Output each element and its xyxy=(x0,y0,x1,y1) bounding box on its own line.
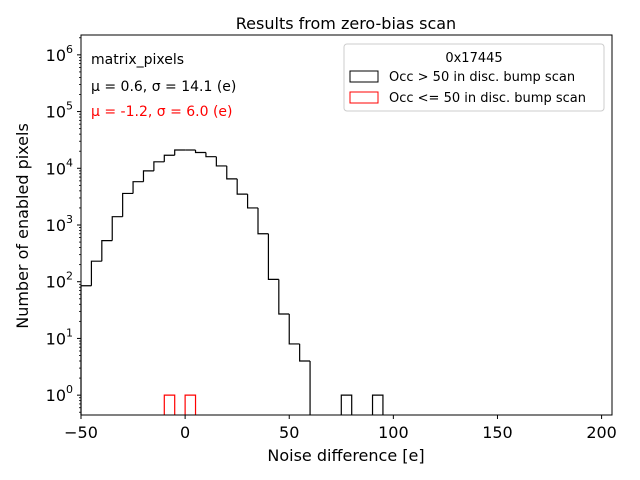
x-axis: −50 0 50 100 150 200 xyxy=(64,415,617,442)
legend-swatch-black xyxy=(349,70,379,83)
x-axis-label: Noise difference [e] xyxy=(267,446,424,465)
y-tick-label: 104 xyxy=(46,156,73,178)
histogram-bin xyxy=(142,170,154,182)
x-tick-label: 0 xyxy=(180,423,190,442)
histogram-bin xyxy=(122,192,134,217)
y-tick-label: 102 xyxy=(46,270,73,292)
legend-title: 0x17445 xyxy=(445,51,502,66)
histogram-bin xyxy=(226,165,238,180)
x-tick-label: 150 xyxy=(482,423,513,442)
histogram-bin xyxy=(278,279,290,315)
histogram-bin xyxy=(132,181,144,194)
legend: 0x17445 Occ > 50 in disc. bump scan Occ … xyxy=(343,43,605,112)
y-axis: 100 101 102 103 104 105 106 xyxy=(46,37,81,413)
histogram-bin xyxy=(267,233,279,280)
x-tick-label: 200 xyxy=(586,423,617,442)
histogram-bin xyxy=(163,154,175,162)
plot-area xyxy=(80,149,384,415)
annotation-stats-red: μ = -1.2, σ = 6.0 (e) xyxy=(91,104,233,120)
histogram-bin xyxy=(153,161,165,171)
x-tick-label: 50 xyxy=(279,423,299,442)
histogram-bin xyxy=(288,313,300,345)
histogram-bin xyxy=(194,150,206,154)
histogram-bin xyxy=(299,343,311,362)
histogram-bar-red xyxy=(163,394,176,415)
histogram-bin xyxy=(111,216,123,241)
legend-label-red: Occ <= 50 in disc. bump scan xyxy=(389,91,586,106)
histogram-bin xyxy=(90,260,102,286)
annotation-dataset-name: matrix_pixels xyxy=(91,52,184,68)
legend-frame xyxy=(343,43,605,112)
legend-label-black: Occ > 50 in disc. bump scan xyxy=(389,70,575,85)
histogram-bin xyxy=(205,152,217,158)
histogram-bin xyxy=(215,156,227,167)
histogram-bin xyxy=(257,207,269,235)
histogram-bar-outlier xyxy=(371,394,384,415)
y-tick-label: 106 xyxy=(46,43,73,65)
x-tick-label: 100 xyxy=(378,423,409,442)
y-tick-label: 100 xyxy=(46,383,73,405)
y-tick-label: 101 xyxy=(46,326,73,348)
histogram-bin xyxy=(101,240,113,262)
y-axis-label: Number of enabled pixels xyxy=(13,123,32,329)
annotation-stats-black: μ = 0.6, σ = 14.1 (e) xyxy=(91,79,236,95)
chart-title: Results from zero-bias scan xyxy=(236,14,456,33)
y-tick-label: 105 xyxy=(46,100,73,122)
x-tick-label: −50 xyxy=(64,423,98,442)
histogram-bin xyxy=(174,149,186,156)
y-tick-label: 103 xyxy=(46,213,73,235)
histogram-bar-outlier xyxy=(340,394,353,415)
legend-swatch-red xyxy=(349,91,379,104)
histogram-bin xyxy=(236,178,248,195)
histogram-bar-red xyxy=(184,394,197,415)
histogram-bin xyxy=(246,194,258,209)
